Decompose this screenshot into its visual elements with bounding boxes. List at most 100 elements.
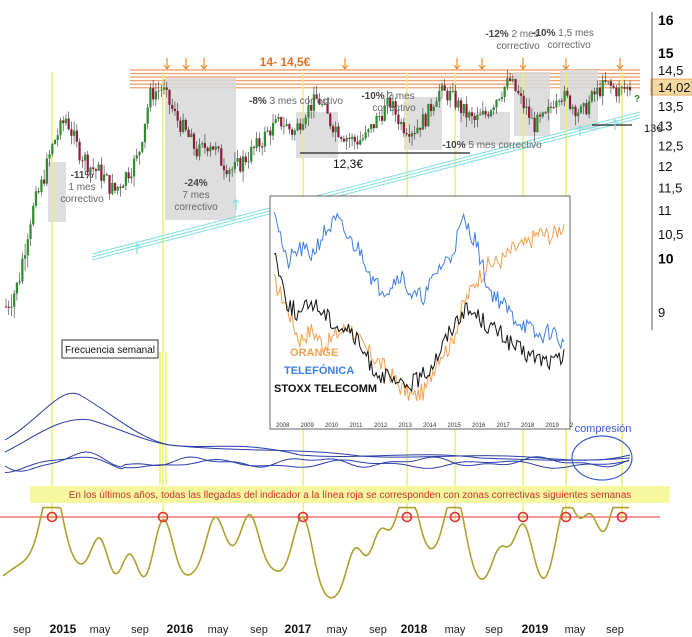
candle-body (206, 147, 209, 152)
candle-body (405, 133, 408, 135)
frequency-label-box (61, 339, 159, 359)
candle-body (70, 129, 73, 136)
candle-body (244, 156, 247, 163)
time-tick: 2016 (167, 622, 194, 636)
candle-body (435, 101, 438, 107)
frequency-label: Frecuencia semanal (65, 345, 155, 356)
candle-body (37, 191, 40, 193)
indicator-line (4, 392, 631, 461)
time-tick: sep (250, 624, 268, 636)
candle-body (18, 281, 21, 283)
compression-ellipse (571, 435, 633, 481)
candle-body (400, 122, 403, 125)
candle-body (97, 164, 100, 171)
candle-body (315, 94, 318, 99)
candle-body (577, 112, 580, 117)
candle-body (26, 239, 29, 256)
candle-body (443, 85, 446, 91)
candle-body (579, 106, 583, 113)
candle-body (217, 146, 220, 149)
candle-body (590, 91, 593, 102)
price-tick: 13,5 (658, 99, 683, 114)
candle-body (476, 114, 479, 120)
indicator-line (4, 418, 631, 461)
candle-body (282, 126, 286, 128)
candle-body (596, 87, 599, 95)
question-mark: ? (634, 94, 640, 105)
candle-body (59, 120, 62, 136)
candle-body (21, 258, 24, 282)
candle-body (558, 100, 561, 102)
indicator-line (4, 451, 630, 472)
time-tick: may (327, 624, 348, 636)
candle-body (386, 97, 389, 106)
candle-body (119, 186, 122, 188)
candle-body (92, 167, 95, 170)
candle-body (391, 101, 395, 108)
candle-body (560, 100, 563, 102)
candle-body (331, 126, 335, 133)
candle-body (607, 81, 610, 83)
time-tick: may (445, 624, 466, 636)
signal-circle (560, 511, 572, 523)
candle-body (124, 172, 127, 186)
up-arrow-head (576, 125, 584, 130)
candle-body (32, 205, 35, 225)
candle-body (190, 133, 193, 138)
candle-body (389, 97, 392, 108)
candle-body (138, 151, 141, 156)
candle-body (345, 137, 348, 142)
inset-series-line (273, 252, 565, 393)
candle-body (299, 123, 302, 130)
candle-body (108, 175, 111, 194)
time-tick: sep (606, 624, 624, 636)
candle-body (618, 87, 621, 97)
candle-body (258, 138, 261, 147)
inset-x-tick: 2010 (325, 423, 339, 429)
candle-body (538, 114, 542, 117)
correction-pct: -11% (71, 170, 94, 181)
candle-body (427, 103, 430, 127)
correction-label-line: correctivo (60, 194, 104, 205)
candle-body (470, 112, 474, 116)
candle-body (250, 146, 253, 162)
signal-circle (449, 511, 461, 523)
correction-box (460, 112, 510, 145)
correction-label: -10% 2 mes (361, 91, 414, 102)
correction-box (514, 72, 550, 136)
candle-body (563, 90, 566, 102)
candle-body (86, 154, 89, 173)
candle-body (626, 86, 629, 89)
inset-comparison-chart: ORANGE TELEFÓNICA STOXX TELECOMM 2008 2009 20… (269, 195, 574, 430)
support-trendline (91, 117, 641, 261)
signal-circle (401, 511, 413, 523)
candle-body (329, 113, 332, 127)
candle-body (15, 282, 18, 294)
candle-body (593, 91, 596, 95)
correction-label: -10% 1,5 mes (532, 28, 594, 39)
candlesticks (4, 69, 632, 318)
candle-body (127, 172, 130, 179)
time-tick: sep (131, 624, 149, 636)
candle-body (383, 105, 386, 121)
correction-label-line: 7 mes (182, 190, 209, 201)
inset-x-tick: 2014 (423, 423, 437, 429)
correction-label: -10% 5 mes correctivo (442, 140, 542, 151)
candle-body (451, 90, 454, 92)
candle-body (214, 146, 217, 150)
candle-body (53, 140, 57, 145)
candle-body (113, 182, 117, 191)
candle-body (187, 129, 190, 138)
candle-body (318, 98, 321, 105)
candle-body (429, 103, 433, 112)
inset-series-line (273, 224, 565, 401)
candle-body (408, 134, 411, 137)
candle-body (421, 114, 425, 130)
candle-body (203, 143, 207, 148)
candle-body (135, 155, 138, 159)
candle-body (519, 93, 523, 96)
candle-body (116, 186, 119, 191)
candle-body (179, 120, 182, 132)
